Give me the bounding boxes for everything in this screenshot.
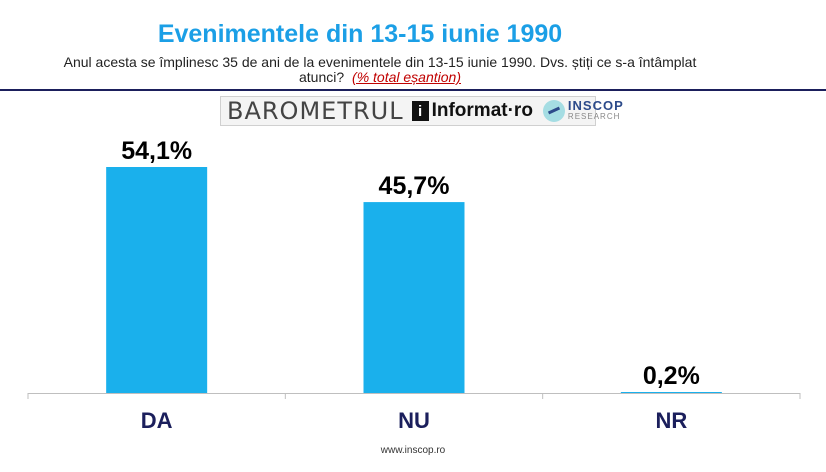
footer-url: www.inscop.ro xyxy=(380,445,446,456)
inscop-logo-subtext: RESEARCH xyxy=(567,112,621,121)
value-label-da: 54,1% xyxy=(121,137,192,165)
inscop-logo: INSCOP RESEARCH xyxy=(542,98,624,122)
informat-i-icon: i xyxy=(411,101,429,121)
inscop-globe-icon xyxy=(542,100,565,122)
inscop-logo-text: INSCOP xyxy=(567,98,624,113)
category-label-da: DA xyxy=(141,408,173,433)
bar-da xyxy=(106,167,208,393)
informat-logo: i Informat·ro xyxy=(411,100,533,122)
value-label-nr: 0,2% xyxy=(643,362,700,390)
value-label-nu: 45,7% xyxy=(379,172,450,200)
question-text: Anul acesta se împlinesc 35 de ani de la… xyxy=(40,55,720,85)
header-rule xyxy=(0,89,826,91)
question-line-2: atunci? xyxy=(299,69,345,85)
chart-title: Evenimentele din 13-15 iunie 1990 xyxy=(157,20,563,48)
category-label-nu: NU xyxy=(398,408,430,433)
informat-logo-text: Informat·ro xyxy=(431,100,533,121)
category-label-nr: NR xyxy=(655,408,687,433)
barometrul-logo: BAROMETRUL xyxy=(227,97,404,125)
sample-note: (% total eșantion) xyxy=(352,69,461,85)
bar-nr xyxy=(620,392,722,393)
sponsor-logo-strip: BAROMETRUL i Informat·ro INSCOP RESEARCH xyxy=(220,96,623,126)
question-line-1: Anul acesta se împlinesc 35 de ani de la… xyxy=(63,54,697,70)
bar-nu xyxy=(363,202,465,393)
